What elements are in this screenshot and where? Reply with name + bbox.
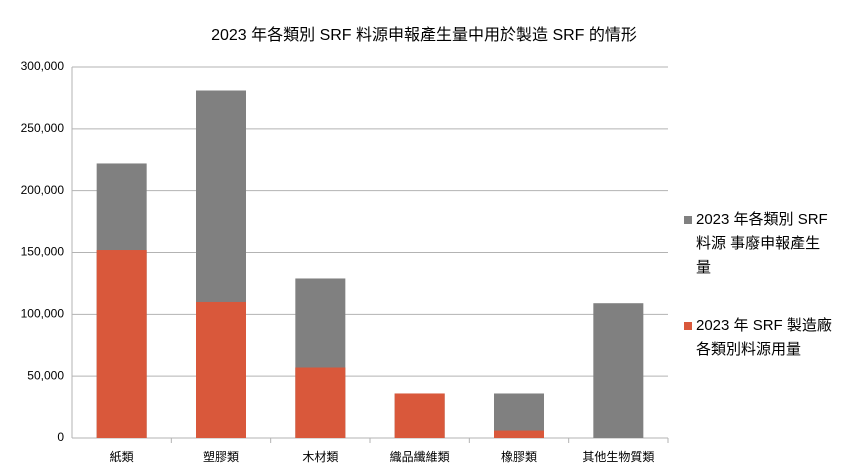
- x-tick-label: 木材類: [302, 450, 338, 464]
- legend-label: 2023 年各類別 SRF 料源 事廢申報產生量: [696, 211, 828, 276]
- legend-label: 2023 年 SRF 製造廠各類別料源用量: [696, 317, 832, 358]
- x-tick-label: 織品纖維類: [390, 450, 450, 464]
- x-tick-label: 其他生物質類: [582, 449, 654, 464]
- y-tick-label: 50,000: [27, 368, 64, 382]
- x-tick-label: 紙類: [110, 449, 134, 464]
- legend-swatch: [684, 322, 692, 330]
- bar: [295, 367, 346, 438]
- bar: [494, 430, 544, 438]
- y-tick-label: 100,000: [21, 307, 65, 321]
- bar: [593, 303, 644, 438]
- y-tick-label: 300,000: [21, 59, 65, 73]
- x-tick-label: 橡膠類: [501, 450, 537, 464]
- x-tick-label: 塑膠類: [203, 449, 239, 464]
- legend-item: 2023 年各類別 SRF 料源 事廢申報產生量: [684, 208, 834, 280]
- bar: [96, 250, 147, 438]
- chart-title: 2023 年各類別 SRF 料源申報產生量中用於製造 SRF 的情形: [211, 26, 637, 44]
- y-tick-label: 0: [57, 430, 64, 444]
- y-tick-label: 250,000: [21, 121, 65, 135]
- y-tick-label: 200,000: [21, 183, 65, 197]
- bar: [196, 301, 246, 438]
- legend-item: 2023 年 SRF 製造廠各類別料源用量: [684, 314, 834, 362]
- legend-swatch: [684, 216, 692, 224]
- y-tick-label: 150,000: [21, 245, 65, 259]
- bar: [394, 393, 445, 438]
